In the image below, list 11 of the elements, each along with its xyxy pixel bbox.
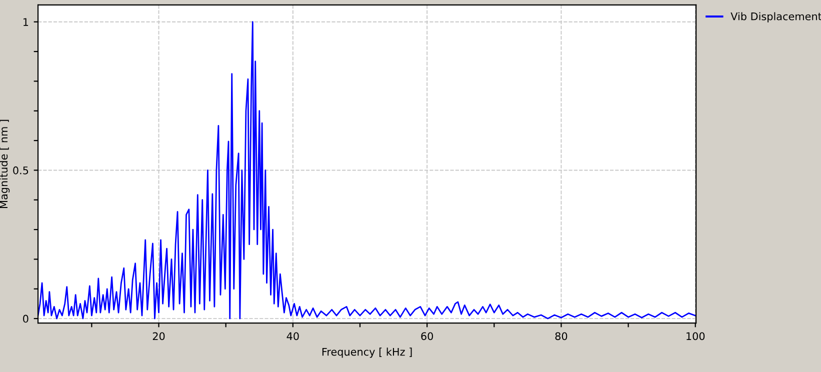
x-tick-label: 20 <box>152 332 165 340</box>
y-tick-label: 0.5 <box>13 166 28 174</box>
x-tick-label: 60 <box>421 332 433 340</box>
x-tick-label: 80 <box>555 332 568 340</box>
x-tick-label: 100 <box>686 332 705 340</box>
x-tick-label: 40 <box>286 332 299 340</box>
y-axis-title: Magnitude [ nm ] <box>0 120 10 208</box>
y-tick-label: 1 <box>24 18 28 26</box>
y-tick-label: 0 <box>23 314 28 323</box>
line-series <box>38 21 696 320</box>
x-axis-title: Frequency [ kHz ] <box>322 348 412 358</box>
